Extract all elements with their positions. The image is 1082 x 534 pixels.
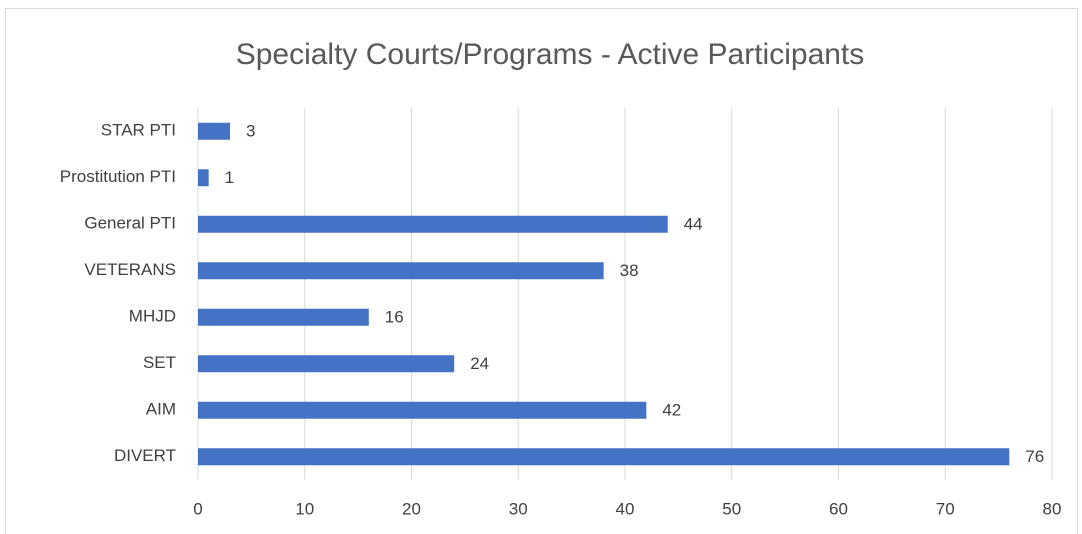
data-label: 38 bbox=[620, 261, 639, 280]
y-tick-label: MHJD bbox=[129, 307, 176, 326]
data-label: 24 bbox=[470, 354, 489, 373]
y-tick-label: AIM bbox=[146, 400, 176, 419]
y-tick-label: DIVERT bbox=[114, 446, 176, 465]
bar bbox=[198, 262, 604, 280]
y-tick-label: VETERANS bbox=[84, 260, 176, 279]
data-label: 3 bbox=[246, 122, 255, 141]
bar bbox=[198, 169, 209, 187]
chart-title: Specialty Courts/Programs - Active Parti… bbox=[236, 38, 865, 71]
bar bbox=[198, 308, 369, 326]
x-tick-label: 60 bbox=[829, 499, 848, 518]
x-tick-label: 20 bbox=[402, 499, 421, 518]
bar bbox=[198, 448, 1010, 466]
x-tick-label: 70 bbox=[936, 499, 955, 518]
bar bbox=[198, 401, 647, 419]
y-tick-label: Prostitution PTI bbox=[60, 167, 176, 186]
data-label: 1 bbox=[225, 168, 234, 187]
data-label: 76 bbox=[1025, 447, 1044, 466]
x-tick-label: 80 bbox=[1043, 499, 1062, 518]
x-tick-label: 0 bbox=[193, 499, 202, 518]
data-label: 42 bbox=[662, 401, 681, 420]
x-tick-label: 50 bbox=[722, 499, 741, 518]
y-tick-label: STAR PTI bbox=[101, 121, 176, 140]
x-tick-label: 40 bbox=[616, 499, 635, 518]
bar bbox=[198, 355, 455, 373]
x-tick-label: 30 bbox=[509, 499, 528, 518]
data-label: 16 bbox=[385, 308, 404, 327]
x-tick-label: 10 bbox=[295, 499, 314, 518]
data-label: 44 bbox=[684, 215, 703, 234]
bar bbox=[198, 215, 668, 233]
y-tick-label: General PTI bbox=[84, 214, 176, 233]
bar bbox=[198, 122, 231, 140]
y-tick-label: SET bbox=[143, 353, 176, 372]
